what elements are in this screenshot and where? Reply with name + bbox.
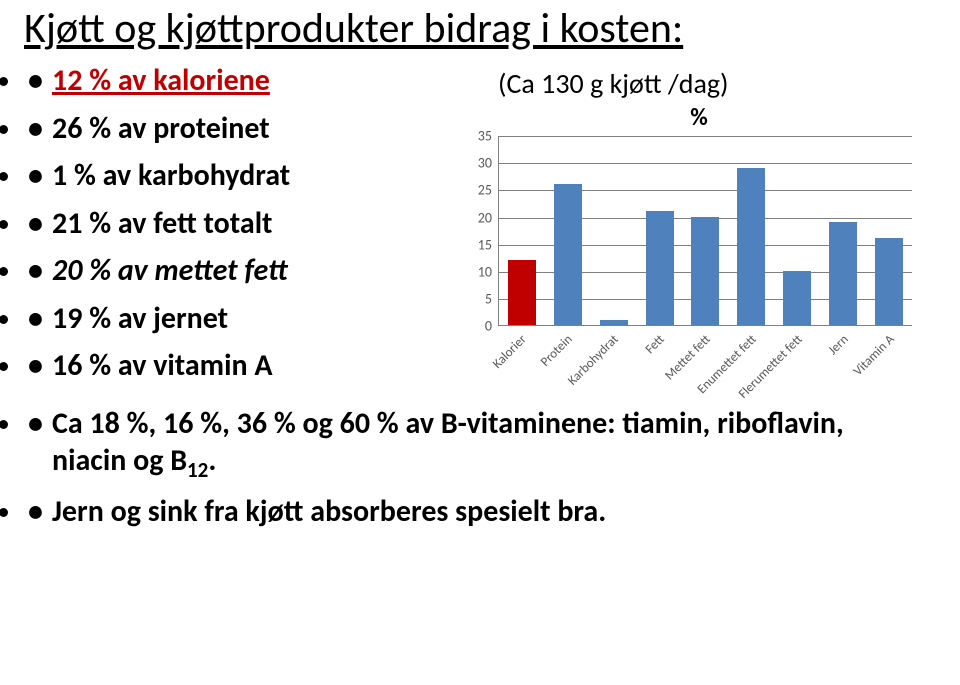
chart-bars	[499, 136, 912, 325]
chart-ytick-label: 20	[466, 209, 492, 226]
bullet-item: 20 % av mettet fett	[24, 252, 454, 290]
chart-xlabel: Kalorier	[490, 332, 530, 372]
chart-bar	[829, 222, 857, 325]
chart-xlabel: Vitamin A	[851, 332, 898, 379]
bullet-list-top: 12 % av kaloriene 26 % av proteinet 1 % …	[24, 62, 454, 395]
bullet-item: 19 % av jernet	[24, 300, 454, 338]
chart-ytick-label: 15	[466, 236, 492, 253]
bullet-text: 26 % av proteinet	[52, 110, 270, 147]
chart-bar	[508, 260, 536, 325]
bullet-text: 20 % av mettet fett	[52, 252, 288, 289]
chart-bar	[691, 217, 719, 326]
bullet-item: Ca 18 %, 16 %, 36 % og 60 % av B-vitamin…	[24, 405, 904, 484]
chart-plot	[498, 136, 912, 326]
chart-xlabel: Jern	[825, 332, 851, 358]
chart-bar	[600, 320, 628, 325]
bullet-item: 12 % av kaloriene	[24, 62, 454, 100]
chart-bar	[646, 211, 674, 325]
bullet-tail: .	[208, 442, 216, 479]
page-title: Kjøtt og kjøttprodukter bidrag i kosten:	[24, 6, 936, 52]
chart-area: (Ca 130 g kjøtt /dag) % KalorierProteinK…	[462, 62, 936, 395]
bullet-item: 16 % av vitamin A	[24, 347, 454, 385]
chart-bar	[554, 184, 582, 325]
bullet-text: 1 % av karbohydrat	[52, 157, 290, 194]
chart-bar	[875, 238, 903, 325]
bullet-item: 21 % av fett totalt	[24, 205, 454, 243]
bullet-text: Jern og sink fra kjøtt absorberes spesie…	[52, 493, 606, 530]
chart-caption: (Ca 130 g kjøtt /dag)	[498, 66, 936, 101]
bullet-list-bottom: Ca 18 %, 16 %, 36 % og 60 % av B-vitamin…	[24, 405, 936, 531]
bullet-text: Ca 18 %, 16 %, 36 % og 60 % av B-vitamin…	[52, 405, 844, 480]
bullet-item: 1 % av karbohydrat	[24, 157, 454, 195]
chart-ytick-label: 10	[466, 263, 492, 280]
chart-ytick-label: 5	[466, 291, 492, 308]
subscript: 12	[187, 457, 208, 483]
chart-ytick-label: 0	[466, 318, 492, 335]
chart-bar	[737, 168, 765, 325]
chart-bar	[783, 271, 811, 325]
chart-xlabel: Protein	[538, 332, 576, 370]
chart-ytick-label: 30	[466, 155, 492, 172]
content-row: 12 % av kaloriene 26 % av proteinet 1 % …	[24, 62, 936, 395]
chart-ytick-label: 25	[466, 182, 492, 199]
chart-title: %	[462, 103, 936, 132]
bullet-text: 19 % av jernet	[52, 300, 228, 337]
bullet-text: 21 % av fett totalt	[52, 205, 272, 242]
chart-xlabel: Fett	[643, 332, 668, 357]
chart-box: KalorierProteinKarbohydratFettMettet fet…	[462, 136, 922, 386]
bullet-item: Jern og sink fra kjøtt absorberes spesie…	[24, 493, 904, 531]
chart-xlabels: KalorierProteinKarbohydratFettMettet fet…	[498, 326, 912, 386]
chart-ytick-label: 35	[466, 128, 492, 145]
bullet-text: 16 % av vitamin A	[52, 347, 273, 384]
bullet-item: 26 % av proteinet	[24, 110, 454, 148]
bullet-text: 12 % av kaloriene	[52, 62, 270, 99]
